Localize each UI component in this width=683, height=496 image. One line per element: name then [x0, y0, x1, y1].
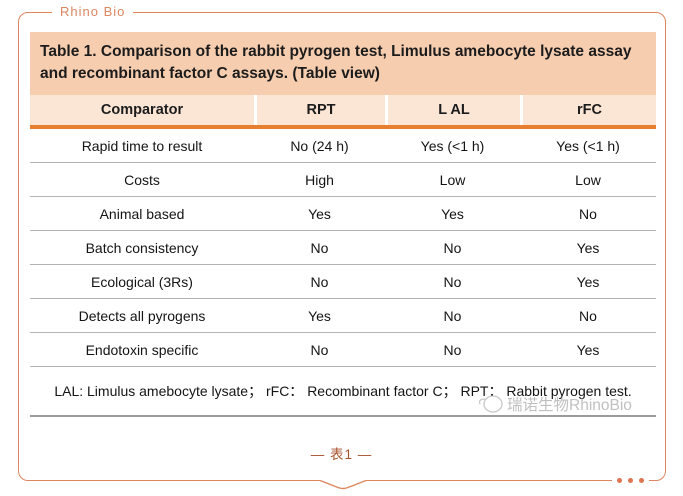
table-cell: Yes	[576, 341, 600, 358]
table-cell: No	[310, 239, 329, 256]
table-cell: Low	[575, 171, 601, 188]
table-cell: Rapid time to result	[81, 137, 203, 154]
rhino-sketch-circle-icon	[477, 392, 507, 416]
table-cell: No	[310, 273, 329, 290]
table-cell: No	[443, 341, 462, 358]
table-cell: No	[443, 273, 462, 290]
table-cell: Endotoxin specific	[85, 341, 199, 358]
table-cell: Yes	[441, 205, 464, 222]
table-cell: Low	[439, 171, 466, 188]
table-cell: High	[305, 171, 334, 188]
table-cell: Ecological (3Rs)	[91, 273, 193, 290]
comparison-table: Comparator RPT L AL rFC Rapid time to re…	[30, 95, 656, 417]
table-cell: Yes	[576, 273, 600, 290]
table-cell: No	[579, 307, 597, 324]
table-cell: Batch consistency	[85, 239, 199, 256]
column-header-rpt: RPT	[254, 95, 385, 125]
table-title: Table 1. Comparison of the rabbit pyroge…	[30, 32, 656, 96]
table-cell: Animal based	[99, 205, 185, 222]
table-footnote: LAL: Limulus amebocyte lysate； rFC： Reco…	[30, 367, 656, 417]
table-cell: No	[310, 341, 329, 358]
table-row: Detects all pyrogens Yes No No	[30, 299, 656, 333]
table-cell: No	[443, 307, 462, 324]
table-row: Animal based Yes Yes No	[30, 197, 656, 231]
brand-watermark: 瑞诺生物RhinoBio	[477, 392, 632, 416]
watermark-text: 瑞诺生物RhinoBio	[507, 397, 632, 414]
table-cell: Yes	[576, 239, 600, 256]
column-header-comparator: Comparator	[100, 102, 184, 118]
table-row: Ecological (3Rs) No No Yes	[30, 265, 656, 299]
chevron-down-notch-icon	[319, 478, 367, 491]
column-header-lal: L AL	[385, 95, 520, 125]
header-divider-rule	[30, 125, 656, 129]
table-cell: Yes (<1 h)	[556, 137, 620, 154]
table-cell: Yes (<1 h)	[420, 137, 485, 154]
table-cell: Costs	[124, 171, 160, 188]
column-header-rfc: rFC	[520, 95, 656, 125]
three-dots-icon	[612, 476, 649, 485]
brand-legend: Rhino Bio	[52, 4, 134, 19]
table-row: Batch consistency No No Yes	[30, 231, 656, 265]
figure-caption: — 表1 —	[310, 447, 373, 462]
table-cell: Yes	[308, 307, 331, 324]
table-header-row: Comparator RPT L AL rFC	[30, 95, 656, 125]
table-cell: Yes	[308, 205, 331, 222]
table-cell: Detects all pyrogens	[78, 307, 206, 324]
table-cell: No	[443, 239, 462, 256]
table-row: Costs High Low Low	[30, 163, 656, 197]
table-row: Endotoxin specific No No Yes	[30, 333, 656, 367]
table-cell: No	[579, 205, 597, 222]
table-row: Rapid time to result No (24 h) Yes (<1 h…	[30, 129, 656, 163]
table-cell: No (24 h)	[290, 137, 349, 154]
